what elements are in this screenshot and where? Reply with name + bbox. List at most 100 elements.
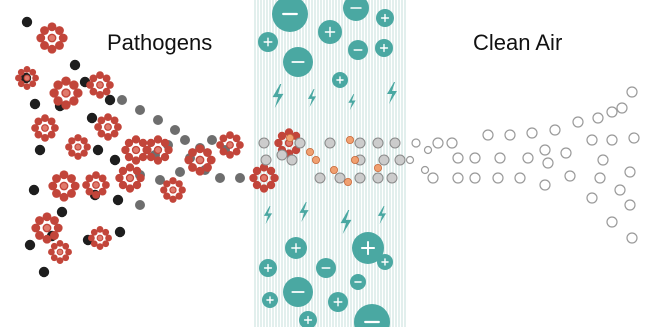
cluster-cell xyxy=(97,116,106,125)
cluster-cell xyxy=(277,131,287,141)
pathogen-cluster xyxy=(115,163,145,193)
clean-air-particle xyxy=(469,152,481,164)
cluster-cell xyxy=(62,254,70,262)
cluster-cell xyxy=(226,151,234,159)
cluster-cell xyxy=(47,117,56,126)
cluster-cell xyxy=(53,96,63,106)
cluster-core xyxy=(127,175,133,181)
clean-air-particle xyxy=(420,165,430,175)
cluster-cell xyxy=(105,234,112,242)
pathogen-fragment xyxy=(373,163,382,172)
cluster-cell xyxy=(35,231,44,240)
filtered-particle xyxy=(258,137,270,149)
pathogen-cluster xyxy=(249,163,279,193)
cluster-cell xyxy=(15,74,22,82)
clean-air-particle xyxy=(423,145,433,155)
cluster-core xyxy=(57,249,63,255)
pathogen-cluster xyxy=(88,226,112,250)
cluster-cell xyxy=(40,41,49,50)
minus-ion-icon xyxy=(272,0,308,32)
cluster-cell xyxy=(52,189,61,198)
clean-air-particle xyxy=(616,102,628,114)
pathogen-cluster xyxy=(160,177,186,203)
minus-ion-icon xyxy=(316,258,336,278)
cluster-cell xyxy=(23,66,31,73)
pathogen-cluster xyxy=(49,76,83,110)
cluster-cell xyxy=(143,145,152,155)
cluster-cell xyxy=(102,181,110,189)
pathogen-cluster xyxy=(143,135,173,165)
cluster-cell xyxy=(226,131,234,140)
clean-air-particle xyxy=(522,152,534,164)
clean-air-particle xyxy=(624,166,636,178)
cluster-core xyxy=(97,82,103,88)
cluster-core xyxy=(170,187,176,193)
clean-air-particle xyxy=(514,172,526,184)
cluster-cell xyxy=(118,166,128,176)
cluster-core xyxy=(43,224,51,232)
pathogen-particle xyxy=(38,266,50,278)
pathogen-particle xyxy=(29,98,41,110)
pathogen-cluster xyxy=(15,66,39,90)
filtered-particle xyxy=(372,137,384,149)
cluster-cell xyxy=(96,226,104,233)
pathogen-particle xyxy=(235,173,245,183)
pathogen-particle xyxy=(109,154,121,166)
clean-air-particle xyxy=(549,124,561,136)
cluster-cell xyxy=(67,189,76,198)
cluster-cell xyxy=(41,134,49,142)
pathogen-cluster xyxy=(184,144,216,176)
cluster-cell xyxy=(131,135,141,144)
cluster-cell xyxy=(32,74,39,82)
cluster-cell xyxy=(232,147,241,156)
minus-ion-icon xyxy=(348,40,368,60)
plus-ion-icon xyxy=(328,292,348,312)
plus-ion-icon xyxy=(375,39,393,57)
cluster-cell xyxy=(169,195,177,203)
minus-ion-icon xyxy=(350,274,366,290)
cluster-cell xyxy=(70,181,80,191)
cluster-cell xyxy=(47,22,57,32)
plus-ion-icon xyxy=(259,259,277,277)
pathogen-particle xyxy=(114,226,126,238)
cluster-cell xyxy=(88,234,95,242)
plus-ion-icon xyxy=(376,9,394,27)
cluster-core xyxy=(105,124,111,130)
filtered-particle xyxy=(260,154,272,166)
cluster-cell xyxy=(17,68,25,76)
lightning-bolt-icon xyxy=(263,206,273,224)
minus-ion-icon xyxy=(354,304,390,327)
cluster-cell xyxy=(17,80,25,88)
cluster-cell xyxy=(136,173,145,183)
cluster-cell xyxy=(203,163,212,172)
cluster-cell xyxy=(175,192,183,200)
cluster-cell xyxy=(85,187,94,196)
pathogen-cluster xyxy=(94,113,122,141)
pathogen-particle xyxy=(170,125,180,135)
cluster-cell xyxy=(270,173,279,183)
cluster-core xyxy=(48,34,56,42)
clean-air-particle xyxy=(446,137,458,149)
clean-air-particle xyxy=(452,152,464,164)
cluster-cell xyxy=(184,155,194,165)
cluster-cell xyxy=(50,254,58,262)
cluster-cell xyxy=(90,228,98,236)
cluster-cell xyxy=(29,80,37,88)
cluster-cell xyxy=(146,152,156,162)
lightning-bolt-icon xyxy=(348,94,356,110)
pathogen-cluster xyxy=(31,114,59,142)
cluster-core xyxy=(42,125,48,131)
lightning-bolt-icon xyxy=(307,89,317,107)
pathogen-particle xyxy=(86,112,98,124)
cluster-cell xyxy=(163,180,171,188)
cluster-cell xyxy=(195,166,205,176)
clean-air-particle xyxy=(405,155,415,165)
filtered-particle xyxy=(294,137,306,149)
ion-circle xyxy=(272,0,308,32)
cluster-cell xyxy=(92,171,100,180)
lightning-bolt-icon xyxy=(272,84,284,108)
cluster-cell xyxy=(36,33,46,43)
pathogen-particle xyxy=(21,16,33,28)
minus-ion-icon xyxy=(283,47,313,77)
cluster-core xyxy=(196,156,204,164)
